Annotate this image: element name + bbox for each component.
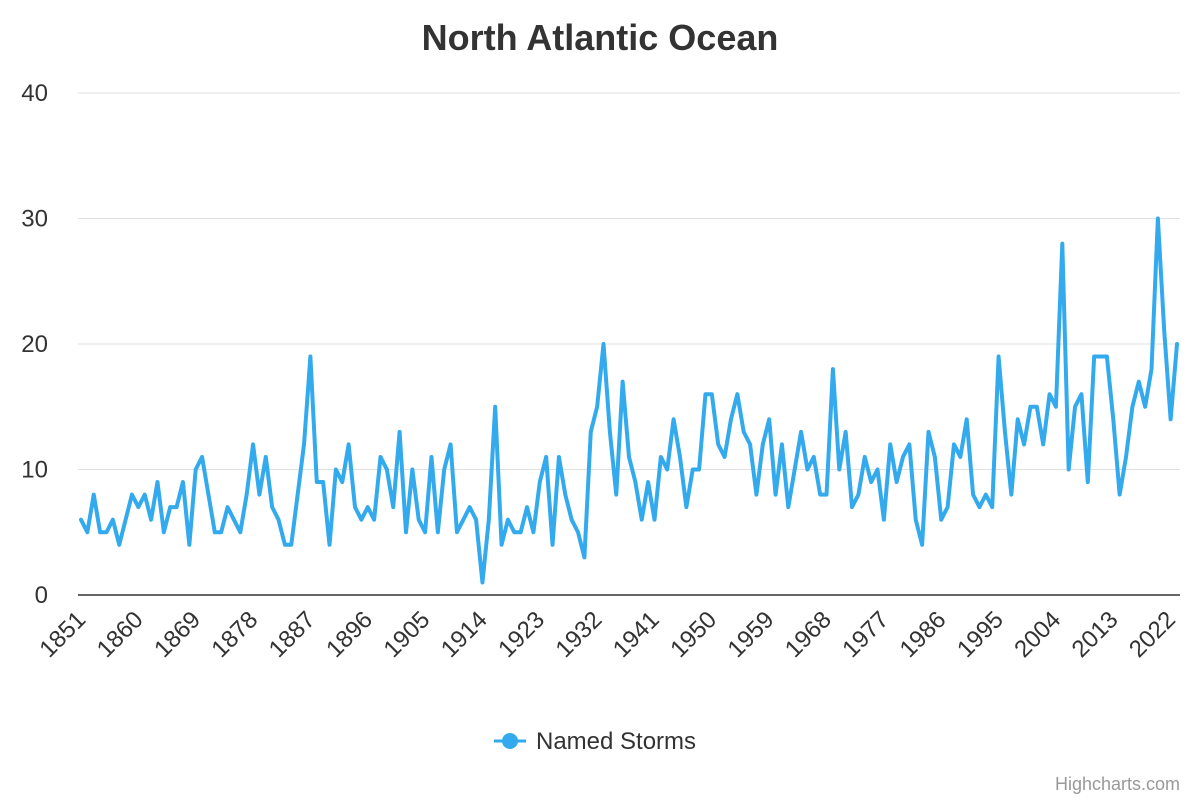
x-tick-label: 2004 (1009, 606, 1066, 663)
x-tick-label: 1950 (665, 606, 722, 663)
x-tick-label: 1968 (780, 606, 837, 663)
x-tick-label: 1977 (837, 606, 894, 663)
legend-marker-icon (502, 733, 518, 749)
legend-label-named-storms[interactable]: Named Storms (536, 728, 696, 755)
x-tick-label: 2013 (1067, 606, 1124, 663)
y-tick-label: 10 (21, 457, 48, 484)
chart-title: North Atlantic Ocean (422, 17, 779, 58)
x-tick-label: 1887 (264, 606, 321, 663)
x-tick-label: 1959 (723, 606, 780, 663)
x-tick-label: 1905 (378, 606, 435, 663)
gridlines (78, 92, 1180, 470)
x-tick-label: 1932 (551, 606, 608, 663)
y-tick-label: 30 (21, 206, 48, 233)
x-tick-label: 2022 (1124, 606, 1181, 663)
x-axis-labels: 1851 1860 1869 1878 1887 1896 1905 1914 1923 1932… (34, 606, 1180, 663)
y-tick-label: 20 (21, 331, 48, 358)
x-tick-label: 1878 (206, 606, 263, 663)
x-tick-label: 1923 (493, 606, 550, 663)
y-tick-label: 40 (21, 80, 48, 107)
y-tick-label: 0 (35, 582, 48, 609)
x-tick-label: 1986 (895, 606, 952, 663)
x-tick-label: 1860 (92, 606, 149, 663)
x-tick-label: 1851 (34, 606, 91, 663)
x-tick-label: 1995 (952, 606, 1009, 663)
legend[interactable]: Named Storms (494, 728, 696, 755)
y-axis-labels: 0 10 20 30 40 (21, 80, 48, 609)
x-tick-label: 1869 (149, 606, 206, 663)
credits-link[interactable]: Highcharts.com (1055, 774, 1180, 794)
series-named-storms[interactable] (79, 216, 1179, 585)
x-tick-label: 1896 (321, 606, 378, 663)
series-line-named-storms[interactable] (79, 216, 1179, 585)
x-tick-label: 1941 (608, 606, 665, 663)
x-tick-label: 1914 (436, 606, 493, 663)
